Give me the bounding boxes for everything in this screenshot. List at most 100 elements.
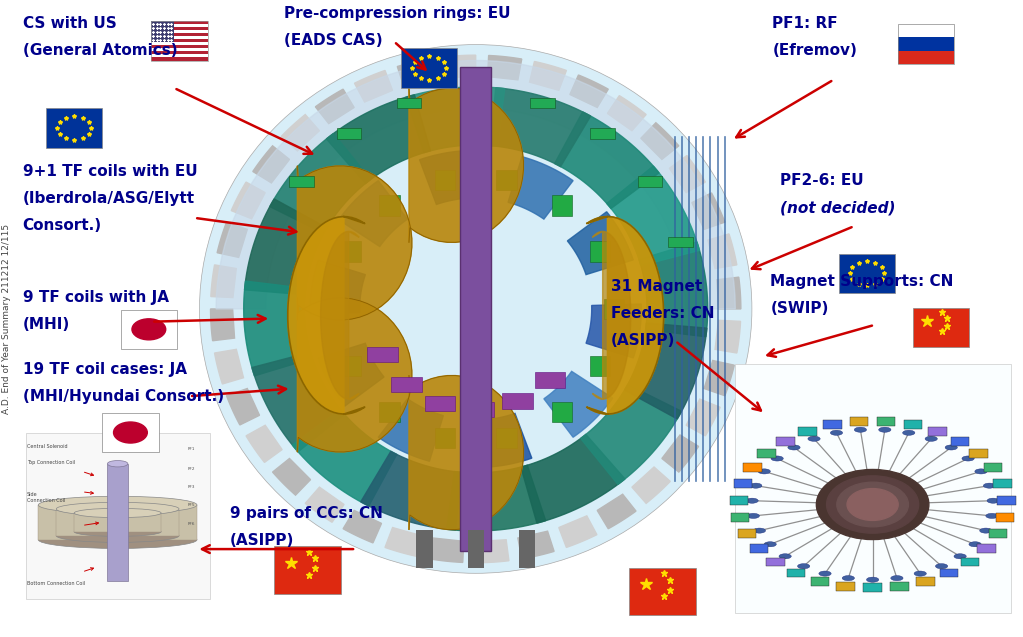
Polygon shape: [217, 222, 248, 257]
Text: (Iberdrola/ASG/Elytt: (Iberdrola/ASG/Elytt: [23, 191, 194, 206]
Bar: [750, 544, 768, 553]
Circle shape: [827, 476, 919, 533]
Text: Side
Connection Coil: Side Connection Coil: [27, 492, 65, 503]
Ellipse shape: [969, 541, 981, 547]
Polygon shape: [211, 265, 236, 297]
Bar: [151, 54, 208, 57]
Polygon shape: [607, 166, 700, 266]
Circle shape: [816, 469, 929, 540]
Bar: [502, 394, 533, 409]
Text: PF2-6: EU: PF2-6: EU: [780, 173, 863, 189]
Ellipse shape: [962, 456, 974, 461]
Bar: [590, 129, 615, 139]
Bar: [337, 129, 361, 139]
Polygon shape: [640, 123, 679, 159]
Polygon shape: [476, 413, 532, 468]
Bar: [950, 437, 969, 446]
Bar: [380, 196, 400, 216]
Text: PF1: PF1: [187, 447, 194, 451]
Polygon shape: [708, 234, 737, 269]
Polygon shape: [570, 75, 609, 108]
Bar: [738, 529, 756, 538]
Bar: [970, 449, 988, 458]
Polygon shape: [231, 182, 265, 218]
Polygon shape: [355, 71, 393, 102]
Ellipse shape: [975, 469, 987, 474]
Polygon shape: [361, 451, 461, 530]
Polygon shape: [315, 89, 354, 124]
Bar: [903, 420, 922, 429]
Polygon shape: [397, 59, 434, 87]
Bar: [391, 376, 421, 392]
Ellipse shape: [747, 513, 759, 519]
Bar: [590, 241, 611, 262]
Bar: [496, 170, 517, 190]
Polygon shape: [586, 304, 641, 358]
Polygon shape: [518, 531, 554, 559]
Polygon shape: [715, 320, 741, 353]
Polygon shape: [272, 459, 311, 495]
Bar: [401, 48, 457, 88]
Polygon shape: [443, 55, 476, 78]
Polygon shape: [379, 399, 443, 461]
Text: Central Solenoid: Central Solenoid: [27, 444, 68, 449]
Ellipse shape: [107, 461, 128, 467]
Ellipse shape: [758, 469, 770, 474]
Polygon shape: [419, 150, 476, 204]
Text: Feeders: CN: Feeders: CN: [611, 306, 714, 321]
Bar: [940, 569, 959, 578]
Ellipse shape: [753, 528, 765, 533]
Bar: [898, 24, 954, 64]
Text: 31 Magnet: 31 Magnet: [611, 279, 702, 294]
Bar: [913, 308, 969, 347]
Ellipse shape: [39, 496, 196, 513]
Bar: [290, 176, 314, 187]
Bar: [798, 427, 816, 436]
Polygon shape: [226, 389, 260, 425]
Text: 19 TF coil cases: JA: 19 TF coil cases: JA: [23, 362, 186, 377]
Ellipse shape: [746, 498, 758, 503]
Bar: [929, 427, 947, 436]
Text: Consort.): Consort.): [23, 218, 101, 233]
Bar: [637, 176, 662, 187]
Polygon shape: [608, 96, 647, 131]
Bar: [26, 433, 210, 599]
Circle shape: [837, 482, 908, 527]
Text: PF5: PF5: [187, 503, 194, 507]
Bar: [151, 21, 208, 24]
Bar: [766, 557, 785, 566]
Ellipse shape: [771, 456, 784, 461]
Polygon shape: [669, 155, 705, 192]
Polygon shape: [521, 434, 625, 523]
Polygon shape: [530, 62, 567, 90]
Bar: [837, 582, 855, 590]
Bar: [397, 97, 421, 108]
Ellipse shape: [983, 483, 995, 488]
Bar: [898, 38, 954, 50]
Bar: [341, 356, 361, 376]
Bar: [151, 42, 208, 45]
Bar: [416, 530, 433, 568]
Polygon shape: [270, 134, 370, 233]
Bar: [121, 310, 177, 349]
Polygon shape: [287, 217, 364, 414]
Circle shape: [114, 422, 147, 443]
Ellipse shape: [75, 508, 162, 518]
Ellipse shape: [925, 436, 937, 441]
Text: (SWIP): (SWIP): [770, 301, 829, 316]
Polygon shape: [409, 375, 524, 529]
Ellipse shape: [75, 527, 162, 536]
Polygon shape: [581, 385, 681, 484]
Ellipse shape: [56, 502, 179, 516]
Bar: [56, 509, 179, 536]
Bar: [850, 417, 869, 426]
Bar: [151, 45, 208, 48]
Polygon shape: [639, 242, 708, 337]
Bar: [757, 449, 775, 458]
Polygon shape: [216, 61, 736, 309]
Bar: [977, 544, 995, 553]
Text: (EADS CAS): (EADS CAS): [284, 33, 383, 48]
Polygon shape: [624, 323, 707, 419]
Polygon shape: [597, 494, 636, 529]
Ellipse shape: [954, 554, 967, 559]
